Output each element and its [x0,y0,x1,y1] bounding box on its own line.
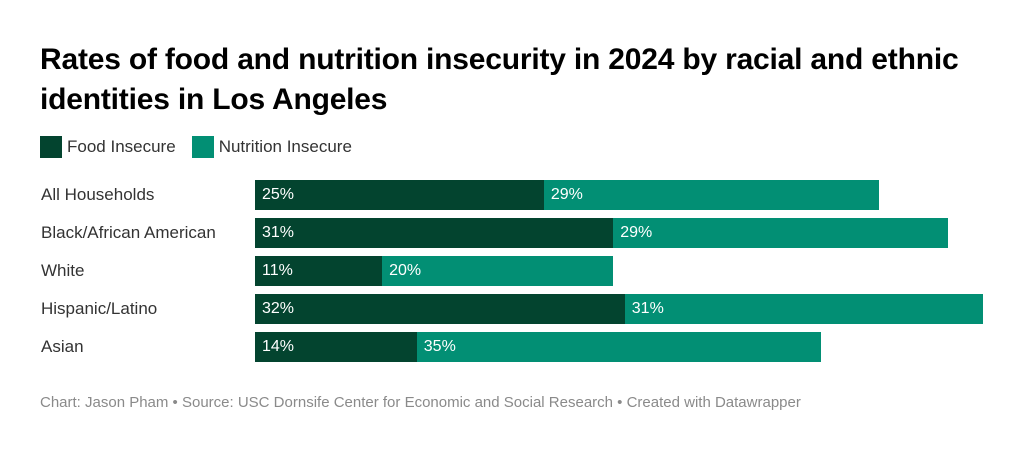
legend-swatch-food-insecure [40,136,62,158]
category-label-black-african-american: Black/African American [41,223,216,242]
data-label-nutrition-insecure-hispanic-latino: 31% [631,300,664,317]
data-label-nutrition-insecure-asian: 35% [423,338,456,355]
bar-food-insecure-black-african-american [255,218,614,248]
category-label-asian: Asian [41,337,84,356]
bar-food-insecure-hispanic-latino [255,294,625,324]
bar-nutrition-insecure-all-households [543,180,879,210]
bar-nutrition-insecure-hispanic-latino [624,294,983,324]
data-label-food-insecure-white: 11% [262,262,293,279]
bar-nutrition-insecure-white [382,256,614,286]
bar-food-insecure-asian [255,332,417,362]
data-label-nutrition-insecure-black-african-american: 29% [620,224,653,241]
legend: Food Insecure Nutrition Insecure [40,136,368,158]
data-label-food-insecure-asian: 14% [262,338,295,355]
bar-food-insecure-white [255,256,383,286]
category-label-all-households: All Households [41,185,155,204]
data-label-nutrition-insecure-all-households: 29% [550,186,583,203]
chart-footer: Chart: Jason Pham • Source: USC Dornsife… [40,394,801,411]
legend-label-nutrition-insecure: Nutrition Insecure [218,137,352,156]
legend-label-food-insecure: Food Insecure [67,137,176,156]
data-label-food-insecure-all-households: 25% [262,186,295,203]
data-label-nutrition-insecure-white: 20% [389,262,422,279]
chart-title: Rates of food and nutrition insecurity i… [40,43,959,116]
category-label-white: White [41,261,85,280]
bar-food-insecure-all-households [255,180,544,210]
data-label-food-insecure-hispanic-latino: 32% [262,300,295,317]
bar-nutrition-insecure-asian [416,332,822,362]
legend-swatch-nutrition-insecure [191,136,214,158]
bar-nutrition-insecure-black-african-american [613,218,949,248]
legend-item-nutrition-insecure: Nutrition Insecure [191,136,352,158]
data-label-food-insecure-black-african-american: 31% [262,224,295,241]
category-label-hispanic-latino: Hispanic/Latino [41,299,158,318]
legend-item-food-insecure: Food Insecure [40,136,176,158]
